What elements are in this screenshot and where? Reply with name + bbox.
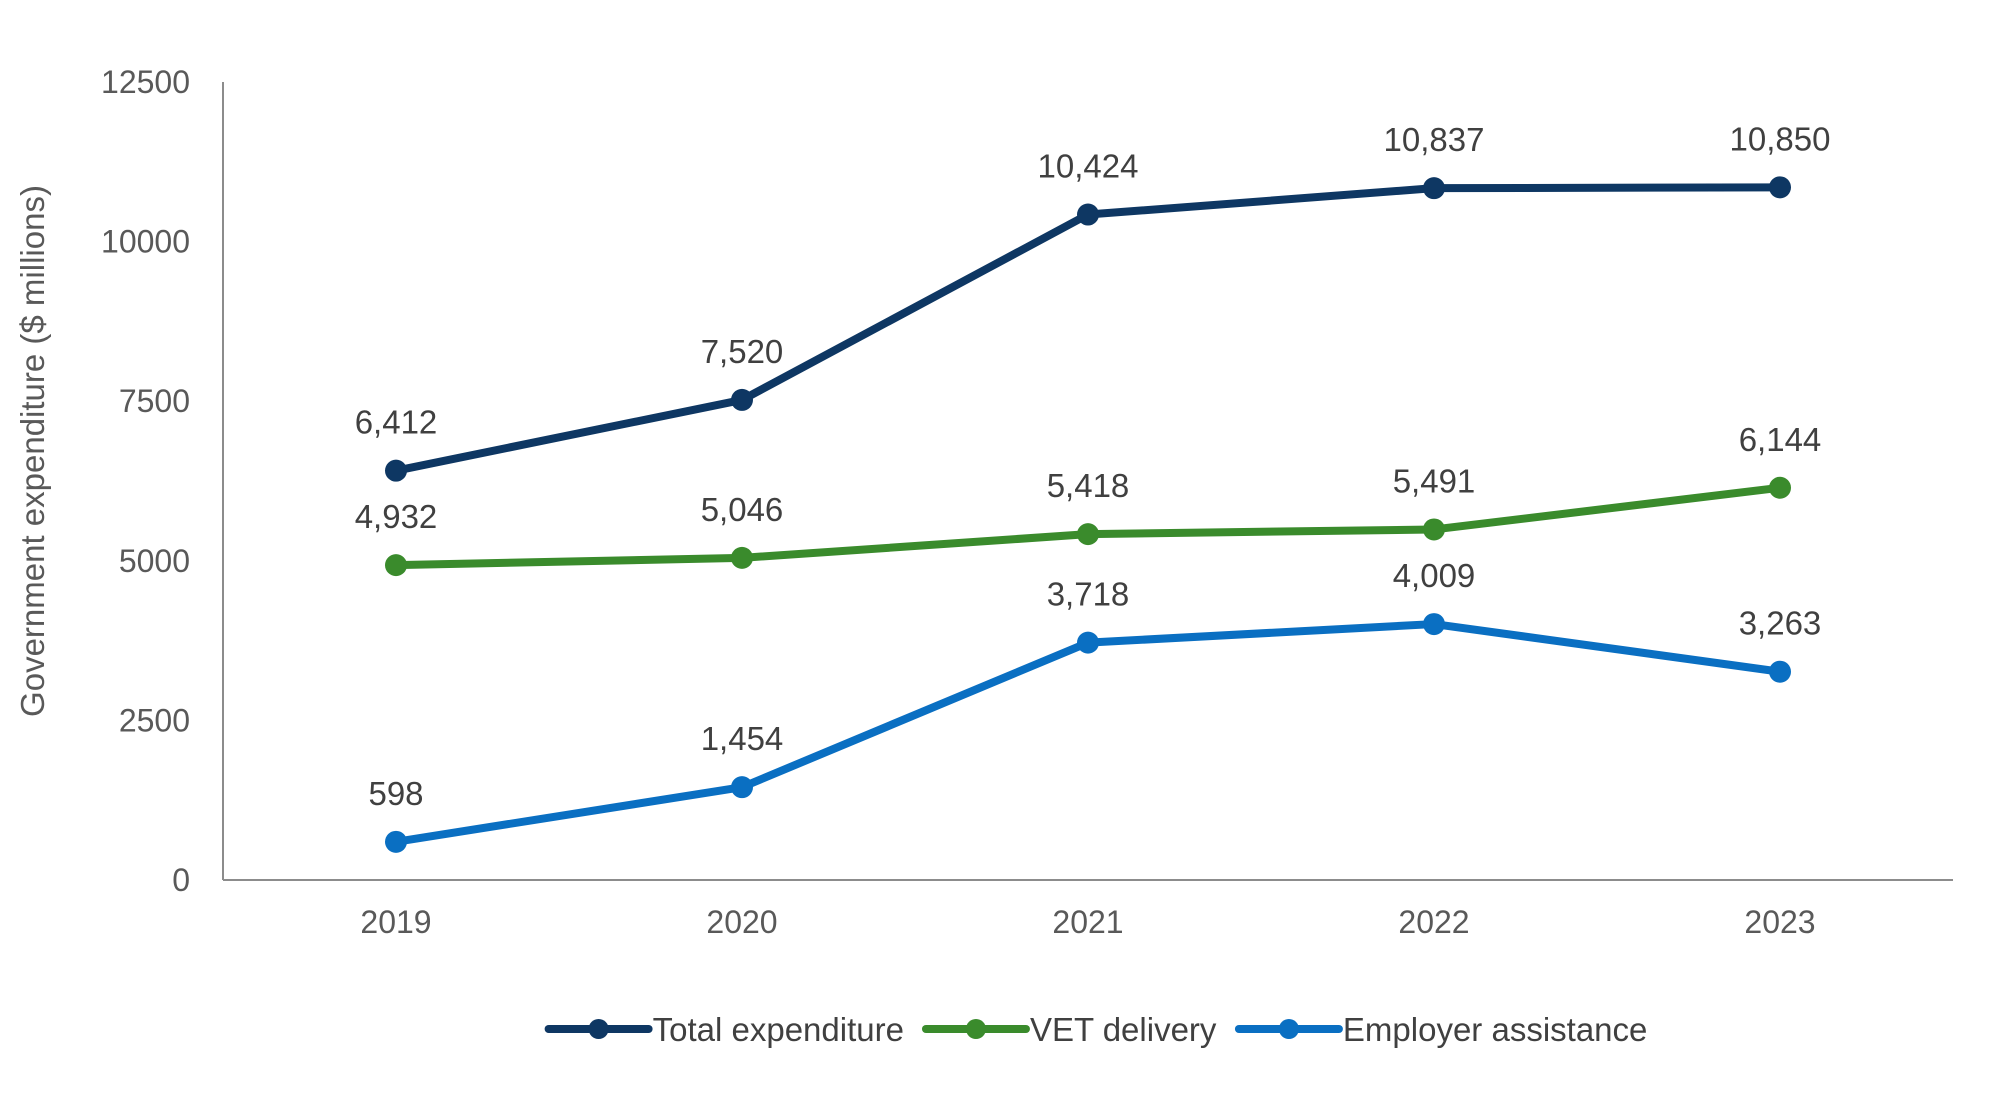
data-label: 5,491: [1393, 462, 1476, 499]
legend-item: Employer assistance: [1234, 1011, 1647, 1048]
y-tick-label: 12500: [101, 64, 190, 100]
x-tick-label: 2019: [360, 904, 431, 940]
y-tick-label: 10000: [101, 224, 190, 260]
data-point: [731, 546, 753, 569]
data-label: 10,424: [1038, 148, 1139, 185]
y-tick-label: 5000: [119, 543, 190, 579]
data-point: [1077, 523, 1099, 546]
data-label: 6,412: [355, 404, 438, 441]
data-point: [1077, 203, 1099, 226]
data-point: [385, 830, 407, 853]
data-point: [1769, 176, 1791, 199]
x-tick-labels: 2019 2020 2021 2022 2023: [360, 904, 1815, 940]
axes-group: [222, 82, 1953, 881]
data-point: [1423, 177, 1445, 200]
data-label: 4,009: [1393, 557, 1476, 594]
x-tick-label: 2020: [706, 904, 777, 940]
data-label: 1,454: [701, 720, 784, 757]
y-axis-title: Government expenditure ($ millions): [14, 185, 51, 717]
data-label: 5,046: [701, 491, 784, 528]
series-line: [392, 183, 1784, 475]
legend-swatch-marker: [965, 1019, 986, 1039]
data-label: 3,718: [1047, 576, 1130, 613]
data-label: 4,932: [355, 498, 438, 535]
data-point: [731, 388, 753, 411]
x-tick-label: 2022: [1398, 904, 1469, 940]
data-label: 6,144: [1739, 421, 1822, 458]
data-label: 598: [368, 775, 423, 812]
data-point: [1077, 631, 1099, 654]
data-point: [1423, 613, 1445, 636]
data-label: 10,850: [1730, 120, 1831, 157]
data-label: 10,837: [1384, 121, 1485, 158]
legend: Total expenditure VET delivery Employer as…: [544, 1011, 1647, 1048]
x-tick-label: 2023: [1744, 904, 1815, 940]
series-vet-delivery: 4,932 5,046 5,418 5,491 6,144: [355, 421, 1822, 577]
x-tick-label: 2021: [1052, 904, 1123, 940]
legend-label: Employer assistance: [1343, 1011, 1647, 1048]
y-tick-labels: 0 2500 5000 7500 10000 12500: [101, 64, 190, 898]
data-point: [385, 459, 407, 482]
data-point: [1423, 518, 1445, 541]
series-total-expenditure: 6,412 7,520 10,424 10,837 10,850: [355, 120, 1831, 482]
data-label: 3,263: [1739, 605, 1822, 642]
series-employer-assistance: 598 1,454 3,718 4,009 3,263: [368, 557, 1821, 853]
legend-swatch-marker: [1278, 1019, 1299, 1039]
data-point: [731, 776, 753, 799]
data-point: [385, 554, 407, 577]
legend-swatch-marker: [588, 1019, 609, 1039]
y-tick-label: 0: [172, 862, 190, 898]
data-label: 7,520: [701, 333, 784, 370]
legend-label: Total expenditure: [653, 1011, 904, 1048]
legend-item: Total expenditure: [544, 1011, 904, 1048]
series-group: 6,412 7,520 10,424 10,837 10,850 4,932 5,046 5,…: [355, 120, 1831, 853]
data-label: 5,418: [1047, 467, 1130, 504]
legend-item: VET delivery: [921, 1011, 1217, 1048]
legend-label: VET delivery: [1030, 1011, 1217, 1048]
y-tick-label: 7500: [119, 383, 190, 419]
data-point: [1769, 660, 1791, 683]
data-point: [1769, 476, 1791, 499]
y-tick-label: 2500: [119, 702, 190, 738]
series-line: [392, 620, 1784, 846]
